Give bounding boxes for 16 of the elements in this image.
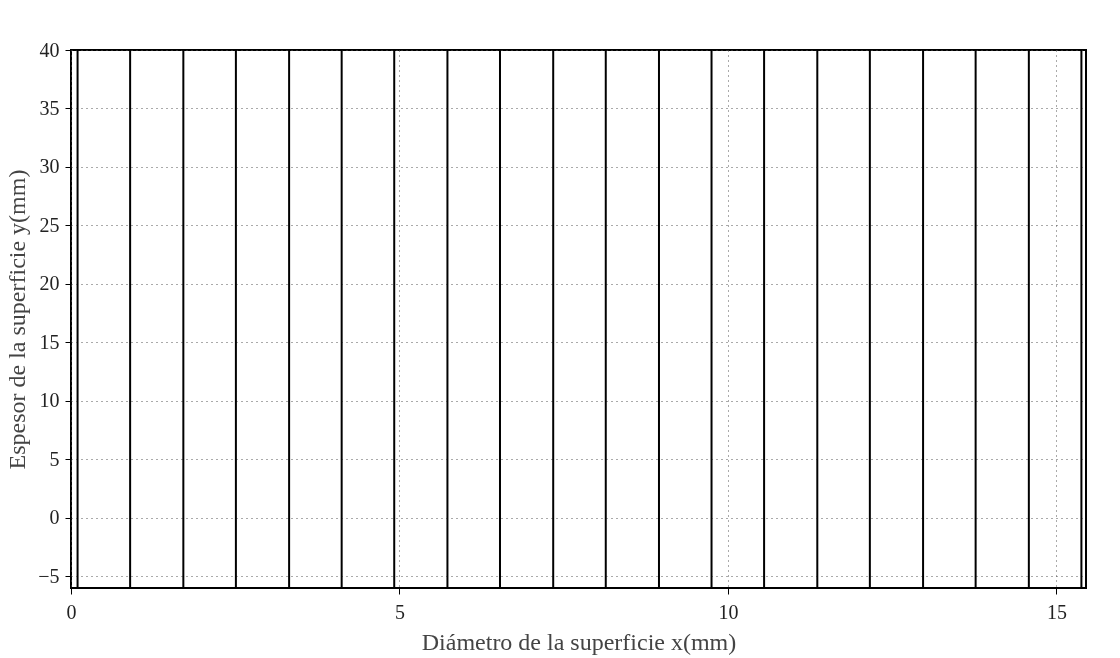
y-tick-label: −5	[38, 564, 60, 587]
y-tick-label: 10	[39, 389, 60, 412]
x-tick-label: 10	[718, 600, 739, 623]
x-tick-label: 5	[394, 600, 405, 623]
y-tick-label: 30	[39, 155, 60, 178]
y-tick-label: 20	[39, 272, 60, 295]
y-tick-label: 25	[39, 213, 60, 236]
y-tick-label: 5	[49, 447, 60, 470]
y-axis-title: Espesor de la superficie y(mm)	[4, 169, 31, 470]
y-tick-label: 35	[39, 96, 60, 119]
x-tick-label: 15	[1046, 600, 1067, 623]
x-tick-label: 0	[66, 600, 77, 623]
x-axis-title: Diámetro de la superficie x(mm)	[421, 628, 737, 655]
y-tick-label: 15	[39, 330, 60, 353]
y-tick-label: 40	[39, 38, 60, 61]
y-tick-label: 0	[49, 506, 60, 529]
